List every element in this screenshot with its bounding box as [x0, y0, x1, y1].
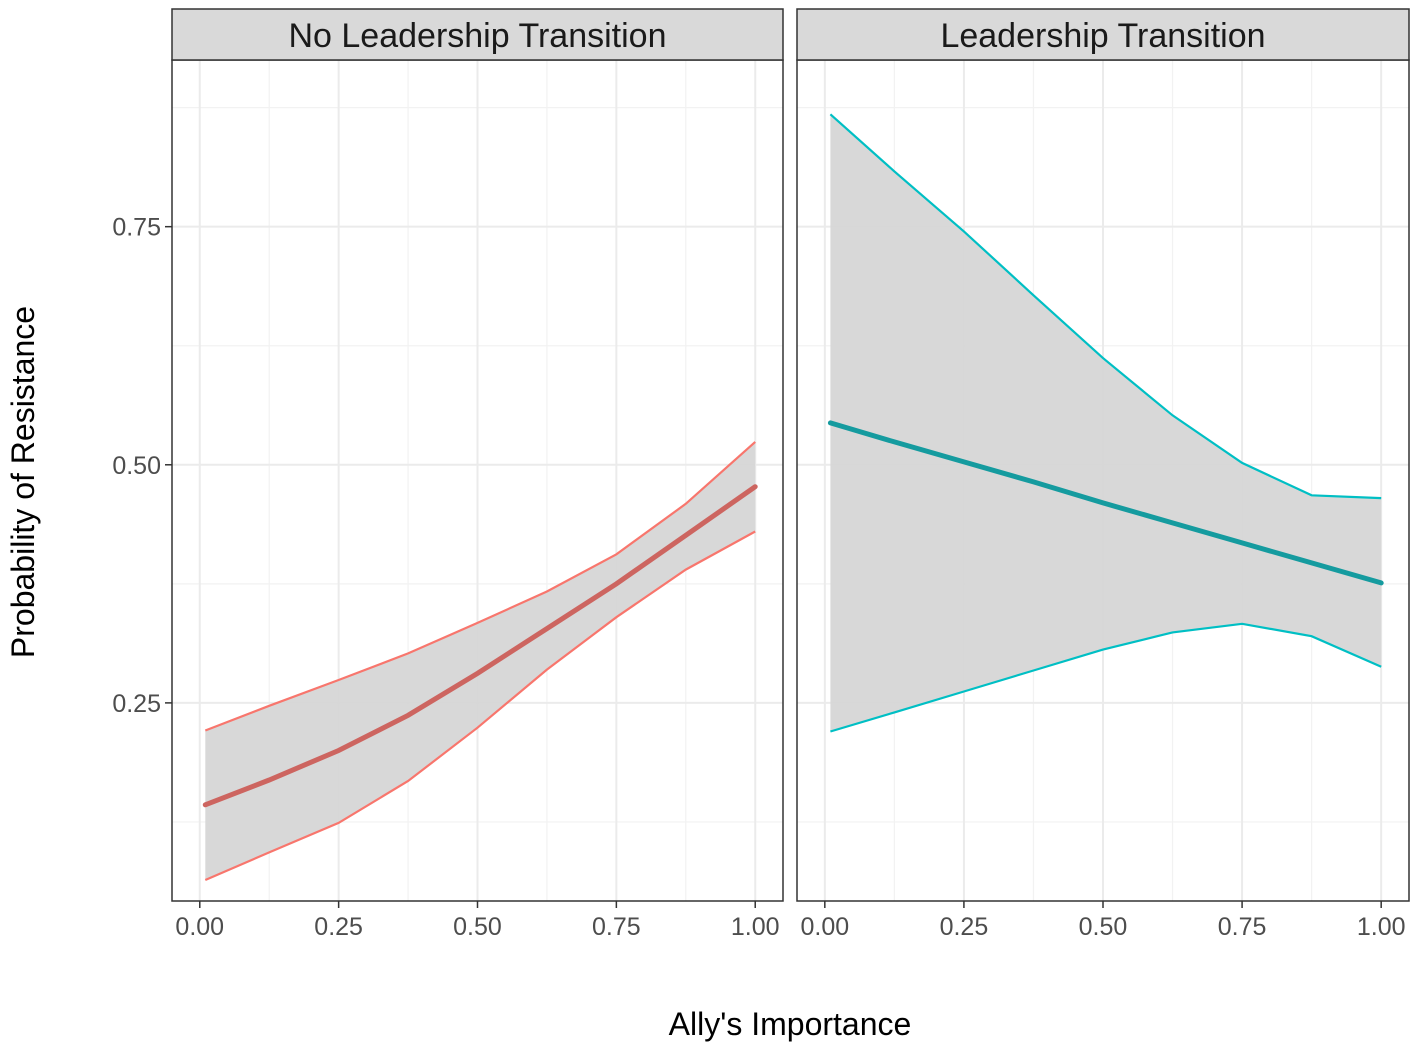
fit-line — [827, 420, 1384, 586]
x-tick-label: 0.75 — [1218, 913, 1267, 941]
fit-line — [202, 484, 758, 808]
lower-bound-line — [204, 530, 756, 882]
y-tick-label: 0.25 — [112, 690, 161, 718]
x-tick-label: 0.00 — [175, 913, 224, 941]
x-tick-label: 0.50 — [453, 913, 502, 941]
x-tick-label: 1.00 — [1357, 913, 1406, 941]
x-tick-label: 0.50 — [1079, 913, 1128, 941]
y-tick-label: 0.50 — [112, 452, 161, 480]
y-axis-title: Probability of Resistance — [5, 306, 41, 658]
x-tick-label: 1.00 — [731, 913, 780, 941]
confidence-ribbon — [830, 114, 1382, 732]
y-tick-label: 0.75 — [112, 214, 161, 242]
x-tick-label: 0.00 — [800, 913, 849, 941]
facet-strip — [796, 8, 1410, 61]
facet-strip-title: Leadership Transition — [940, 17, 1265, 55]
panel-2: Leadership Transition 0.00 0.25 0.50 0.75 1.0… — [796, 8, 1410, 941]
x-tick-label: 0.25 — [314, 913, 363, 941]
upper-bound-line — [829, 113, 1382, 500]
lower-bound-line — [830, 622, 1382, 733]
facet-strip-title: No Leadership Transition — [288, 17, 666, 55]
x-tick-label: 0.75 — [592, 913, 641, 941]
x-tick-label: 0.25 — [940, 913, 989, 941]
confidence-ribbon — [205, 441, 756, 880]
upper-bound-line — [204, 441, 756, 732]
panel-1: No Leadership Transition 0.00 0.25 0.50 0.75… — [112, 8, 784, 941]
facet-strip — [171, 8, 784, 61]
x-axis-title: Ally's Importance — [669, 1006, 912, 1042]
